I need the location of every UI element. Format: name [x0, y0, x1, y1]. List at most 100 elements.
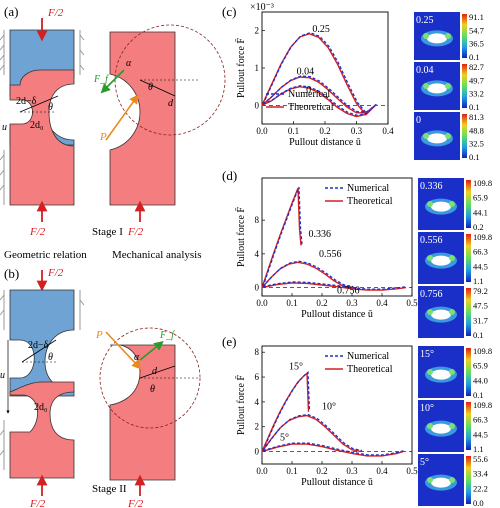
legend-theoretical-label: Theoretical: [347, 364, 393, 375]
contour-hotspot: [449, 423, 455, 429]
contour-thumbnail: 0.04 82.7 49.7 33.2 0.1: [414, 62, 484, 112]
contour-hotspot: [423, 133, 429, 139]
radius-line: [19, 95, 59, 113]
contour-thumbnail: 10° 109.8 66.3 44.5 1.1: [418, 400, 492, 454]
contour-hole: [431, 255, 451, 266]
b-radius-line: [21, 339, 57, 363]
curve-label: 10°: [322, 401, 336, 412]
numerical-line-2: [262, 442, 405, 456]
b-d-label: d: [152, 366, 158, 377]
colorbar-value: 109.8: [473, 400, 492, 410]
x-tick-label: 0.0: [256, 126, 268, 136]
contour-hotspot: [449, 255, 455, 261]
force-top-label: F/2: [47, 7, 64, 19]
panel-a-label: (a): [4, 4, 18, 19]
theoretical-line-0: [261, 187, 302, 288]
colorbar-value: 22.2: [473, 483, 488, 493]
colorbar-value: 66.3: [473, 415, 488, 425]
panel-a: (a) 2d−δ 2d₀ θ u F/2 F/2 F_f P α θ d: [0, 4, 226, 261]
x-tick-label: 0.1: [286, 466, 297, 476]
contour-tag: 0.556: [420, 235, 443, 246]
colorbar-value: 44.0: [473, 375, 488, 385]
d-label: d: [168, 98, 174, 109]
ff-label: F_f: [93, 74, 109, 85]
contour-hotspot: [427, 309, 433, 315]
y-tick-label: 1: [255, 63, 260, 73]
contour-thumbnail: 0.756 79.2 47.5 31.7 0.1: [418, 286, 488, 340]
b-dim-2d0: 2d₀: [34, 402, 48, 413]
theoretical-line-2: [261, 443, 404, 457]
numerical-line-0: [262, 186, 303, 287]
x-tick-label: 0.1: [288, 126, 299, 136]
y-axis-label: Pullout force F̄: [235, 207, 247, 267]
mech-radius: [139, 79, 176, 97]
contour-hotspot: [427, 423, 433, 429]
colorbar-value: 32.5: [469, 139, 484, 149]
panel-c-label: (c): [222, 4, 236, 19]
b-ff-label: F_f: [159, 330, 175, 341]
x-tick-label: 0.5: [406, 298, 418, 308]
colorbar: [462, 14, 467, 58]
x-tick-label: 0.1: [286, 298, 297, 308]
colorbar: [466, 402, 471, 450]
curve-label: 5°: [280, 432, 289, 443]
colorbar-value: 55.6: [473, 454, 488, 464]
y-tick-label: 4: [255, 397, 260, 407]
b-force-top-label: F/2: [47, 267, 64, 279]
colorbar: [466, 234, 471, 282]
b-contact-circle: [99, 327, 201, 429]
curve-label: 0.556: [319, 249, 342, 260]
contour-hotspot: [423, 83, 429, 89]
legend-numerical-label: Numerical: [347, 351, 389, 362]
chart-c: 0.0 0.1 0.2 0.3 0.4 0 1 2 Pullout distance ū Pull…: [235, 11, 484, 162]
stage-i-label: Stage I: [92, 226, 123, 238]
numerical-line-0: [262, 370, 311, 451]
b-p-label: P: [95, 329, 103, 341]
legend-theoretical-label: Theoretical: [288, 102, 334, 113]
chart-e: 0.0 0.1 0.2 0.3 0.4 0.5 0 2 4 6 8 Pullout distance …: [235, 345, 492, 508]
y-tick-label: 0: [255, 283, 260, 293]
colorbar-value: 0.0: [473, 498, 484, 508]
numerical-line-1: [262, 75, 377, 113]
colorbar-value: 0.1: [473, 390, 484, 400]
colorbar-value: 44.5: [473, 261, 488, 271]
colorbar-value: 66.3: [473, 247, 488, 257]
colorbar-value: 0.1: [473, 330, 484, 340]
x-tick-label: 0.3: [351, 126, 363, 136]
mech-part-a: [109, 31, 176, 206]
x-tick-label: 0.2: [316, 298, 327, 308]
curve-label: 0.04: [297, 67, 315, 78]
chart-d: 0.0 0.1 0.2 0.3 0.4 0.5 0 4 8 Pullout distance ū P…: [235, 177, 492, 340]
contour-thumbnail: 15° 109.8 65.9 44.0 0.1: [418, 346, 492, 400]
y-tick-label: 8: [255, 347, 260, 357]
b-support-hatch: [0, 290, 85, 470]
b-p-arrow: [105, 331, 142, 370]
x-tick-label: 0.5: [406, 466, 418, 476]
y-tick-label: 0: [255, 100, 260, 110]
contour-tag: 0.336: [420, 181, 443, 192]
contour-hole: [427, 83, 447, 94]
charts: 0.0 0.1 0.2 0.3 0.4 0 1 2 Pullout distance ū Pull…: [235, 11, 492, 508]
colorbar-value: 65.9: [473, 361, 488, 371]
dim-2d0: 2d₀: [30, 120, 44, 131]
panel-b: (b) F/2 u 2d−δ 2d₀ θ F/2 P F_f α d θ F/2…: [0, 266, 201, 508]
contour-thumbnail: 0 81.3 48.8 32.5 0.1: [414, 112, 484, 162]
x-tick-label: 0.3: [346, 298, 358, 308]
x-tick-label: 0.4: [382, 126, 394, 136]
x-tick-label: 0.0: [256, 466, 268, 476]
contour-hotspot: [449, 369, 455, 375]
b-mech-part: [109, 344, 176, 481]
colorbar-value: 44.1: [473, 207, 488, 217]
p-label: P: [99, 131, 107, 143]
contour-hotspot: [423, 33, 429, 39]
colorbar-value: 0.2: [473, 222, 484, 232]
colorbar: [462, 64, 467, 108]
colorbar-value: 31.7: [473, 315, 488, 325]
legend: Numerical Theoretical: [325, 351, 393, 375]
y-tick-label: 2: [255, 26, 260, 36]
y-axis-label: Pullout force F̄: [235, 375, 247, 435]
numerical-line-1: [262, 260, 354, 288]
colorbar-value: 79.2: [473, 286, 488, 296]
curve-label: 15°: [289, 362, 303, 373]
